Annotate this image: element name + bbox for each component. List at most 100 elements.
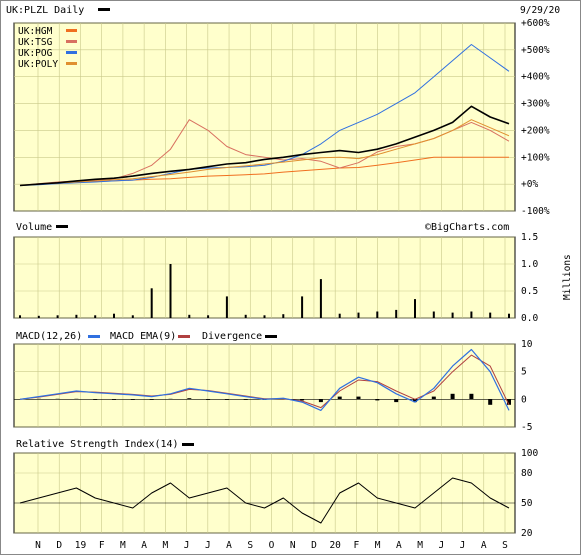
y-tick-label: 5 — [521, 367, 527, 378]
price-panel — [13, 22, 516, 212]
divergence-bar — [356, 396, 361, 400]
month-label: 19 — [75, 540, 87, 551]
month-label: D — [56, 540, 62, 551]
month-label: F — [354, 540, 360, 551]
rsi-panel — [13, 452, 516, 534]
divergence-bar — [337, 396, 342, 400]
month-label: J — [438, 540, 444, 551]
divergence-bar — [206, 399, 211, 400]
volume-bar — [244, 314, 247, 318]
month-label: A — [226, 540, 232, 551]
y-tick-label: +100% — [521, 152, 550, 163]
macd-lines — [19, 348, 511, 411]
volume-bar — [207, 315, 210, 318]
rsi-title: Relative Strength Index(14) — [16, 439, 179, 450]
divergence-bar — [413, 399, 417, 403]
macd-swatch — [88, 335, 100, 338]
macd-ema-title: MACD EMA(9) — [110, 331, 176, 342]
month-label: M — [120, 540, 126, 551]
month-label: N — [290, 540, 296, 551]
divergence-bar — [36, 398, 41, 400]
watermark: ©BigCharts.com — [425, 222, 509, 233]
divergence-bar — [300, 399, 305, 401]
rsi-y-ticks: 100 80 50 20 — [521, 448, 538, 539]
legend-label: UK:TSG — [18, 37, 53, 48]
volume-bar — [19, 315, 21, 318]
divergence-bar — [507, 399, 511, 405]
volume-bar — [376, 311, 379, 318]
month-label: M — [417, 540, 423, 551]
divergence-bar — [149, 399, 154, 400]
y-tick-label: 1.5 — [521, 232, 538, 243]
month-label: J — [205, 540, 211, 551]
divergence-title: Divergence — [202, 331, 262, 342]
rsi-line — [19, 477, 510, 524]
volume-bar — [263, 315, 266, 318]
volume-bar — [432, 311, 435, 318]
divergence-bar — [168, 398, 173, 400]
price-lines — [19, 44, 510, 187]
divergence-bar — [74, 398, 79, 400]
macd-y-ticks: 10 5 0 -5 — [521, 339, 533, 433]
month-label: A — [396, 540, 402, 551]
series-line-plzl — [19, 105, 510, 187]
y-tick-label: 80 — [521, 468, 533, 479]
volume-unit: Millions — [562, 254, 573, 300]
chart-date: 9/29/20 — [520, 5, 560, 16]
volume-bars — [19, 264, 510, 318]
ticker-title: UK:PLZL Daily — [6, 5, 84, 16]
volume-bar — [188, 314, 191, 318]
volume-bar — [131, 315, 134, 318]
divergence-bar — [224, 399, 229, 400]
month-label: S — [247, 540, 253, 551]
month-label: O — [269, 540, 275, 551]
month-label: J — [460, 540, 466, 551]
series-line-pog — [19, 44, 510, 186]
month-label: S — [502, 540, 508, 551]
price-grid — [14, 22, 515, 212]
y-tick-label: 100 — [521, 448, 538, 459]
divergence-bar — [469, 393, 474, 400]
y-tick-label: 50 — [521, 498, 533, 509]
legend-swatch — [66, 62, 77, 65]
y-tick-label: 20 — [521, 528, 533, 539]
volume-bar — [395, 309, 398, 318]
y-tick-label: 10 — [521, 339, 533, 350]
series-line-poly — [19, 119, 510, 186]
divergence-bar — [431, 396, 436, 400]
macd-panel — [13, 343, 516, 428]
volume-bar — [113, 313, 115, 318]
divergence-bar — [55, 398, 60, 400]
y-tick-label: +400% — [521, 72, 550, 83]
y-tick-label: +0% — [521, 179, 538, 190]
volume-bar — [75, 314, 78, 318]
divergence-bar — [243, 399, 248, 400]
macd-ema-swatch — [178, 335, 190, 338]
divergence-bar — [112, 399, 116, 400]
y-tick-label: 0.0 — [521, 313, 538, 324]
volume-bar — [56, 315, 59, 318]
volume-bar — [489, 312, 492, 318]
divergence-bar — [130, 399, 135, 400]
month-label: A — [141, 540, 147, 551]
volume-bar — [282, 314, 285, 318]
y-tick-label: 0.5 — [521, 286, 538, 297]
y-tick-label: -5 — [521, 422, 532, 433]
y-tick-label: +500% — [521, 45, 550, 56]
divergence-bar — [488, 399, 493, 405]
legend-swatch — [66, 40, 77, 43]
y-tick-label: 1.0 — [521, 259, 538, 270]
divergence-bar — [375, 399, 380, 401]
y-tick-label: +300% — [521, 99, 550, 110]
y-tick-label: +600% — [521, 18, 550, 29]
macd-line — [19, 348, 510, 411]
y-tick-label: +200% — [521, 125, 550, 136]
volume-bar — [508, 313, 510, 318]
month-label: F — [99, 540, 105, 551]
volume-bar — [319, 279, 322, 318]
month-label: J — [184, 540, 190, 551]
month-label: D — [311, 540, 317, 551]
volume-panel — [13, 236, 516, 319]
volume-y-ticks: 1.5 1.0 0.5 0.0 — [521, 232, 538, 324]
divergence-swatch — [265, 335, 277, 338]
